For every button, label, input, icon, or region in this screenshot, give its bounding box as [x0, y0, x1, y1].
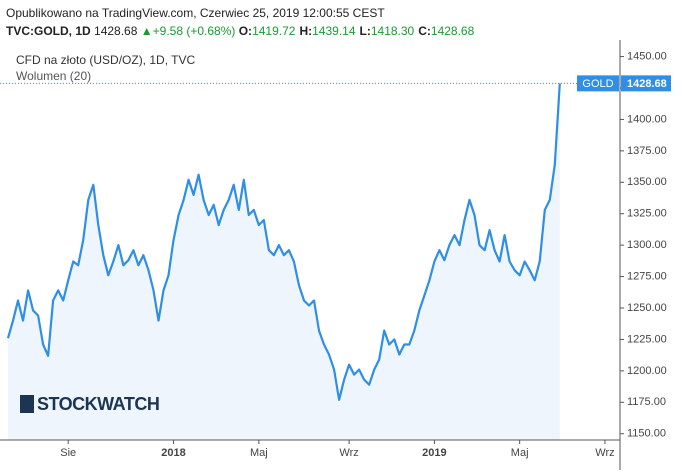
ohlc: O:1419.72 H:1439.14 L:1418.30 C:1428.68 [239, 24, 479, 38]
ohlc-value: 1418.30 [370, 24, 415, 38]
y-tick-label: 1300.00 [627, 239, 667, 251]
ohlc-key: L: [359, 24, 371, 38]
watermark-text: STOCKWATCH [37, 394, 159, 414]
price-line [6, 83, 561, 401]
ohlc-key: C: [418, 24, 431, 38]
y-tick-label: 1175.00 [627, 396, 666, 408]
price-tag-label: 1428.68 [627, 78, 667, 90]
watermark-icon [20, 395, 34, 413]
chart-title: CFD na złoto (USD/OZ), 1D, TVC [16, 53, 195, 67]
ohlc-value: 1428.68 [430, 24, 475, 38]
area [8, 83, 560, 441]
quote-line: TVC:GOLD, 1D 1428.68 ▲+9.58 (+0.68%) O:1… [6, 22, 478, 40]
y-tick-label: 1150.00 [627, 428, 666, 440]
x-tick-label: 2018 [161, 447, 185, 459]
published: Opublikowano na TradingView.com, Czerwie… [6, 6, 385, 20]
x-tick-label: Sie [60, 447, 76, 459]
y-tick-label: 1350.00 [627, 176, 667, 188]
header: Opublikowano na TradingView.com, Czerwie… [6, 4, 478, 40]
x-tick-label: Wrz [339, 447, 358, 459]
x-tick-label: 2019 [422, 447, 446, 459]
y-tick-label: 1400.00 [627, 113, 667, 125]
y-tick-label: 1200.00 [627, 365, 667, 377]
y-tick-label: 1250.00 [627, 302, 667, 314]
price: 1428.68 [94, 24, 138, 38]
price-tag [621, 75, 671, 92]
y-tick-label: 1450.00 [627, 50, 667, 62]
ohlc-key: H: [299, 24, 313, 38]
y-tick-label: 1375.00 [627, 145, 667, 157]
y-tick-label: 1225.00 [627, 333, 667, 345]
x-tick-label: Maj [511, 447, 529, 459]
ohlc-value: 1419.72 [252, 24, 296, 38]
arrow: ▲ [140, 24, 153, 38]
change: +9.58 (+0.68%) [152, 24, 236, 38]
x-tick-label: Maj [250, 447, 268, 459]
y-tick-label: 1275.00 [627, 270, 667, 282]
symbol: TVC:GOLD, 1D [6, 24, 91, 38]
ohlc-value: 1439.14 [312, 24, 356, 38]
y-tick-label: 1325.00 [627, 208, 667, 220]
ohlc-key: O: [238, 24, 253, 38]
series-tag-label: GOLD [582, 78, 613, 90]
chart-subtitle: Wolumen (20) [16, 69, 91, 83]
series-tag [577, 75, 619, 92]
watermark: STOCKWATCH [20, 394, 160, 414]
x-tick-label: Wrz [595, 447, 614, 459]
